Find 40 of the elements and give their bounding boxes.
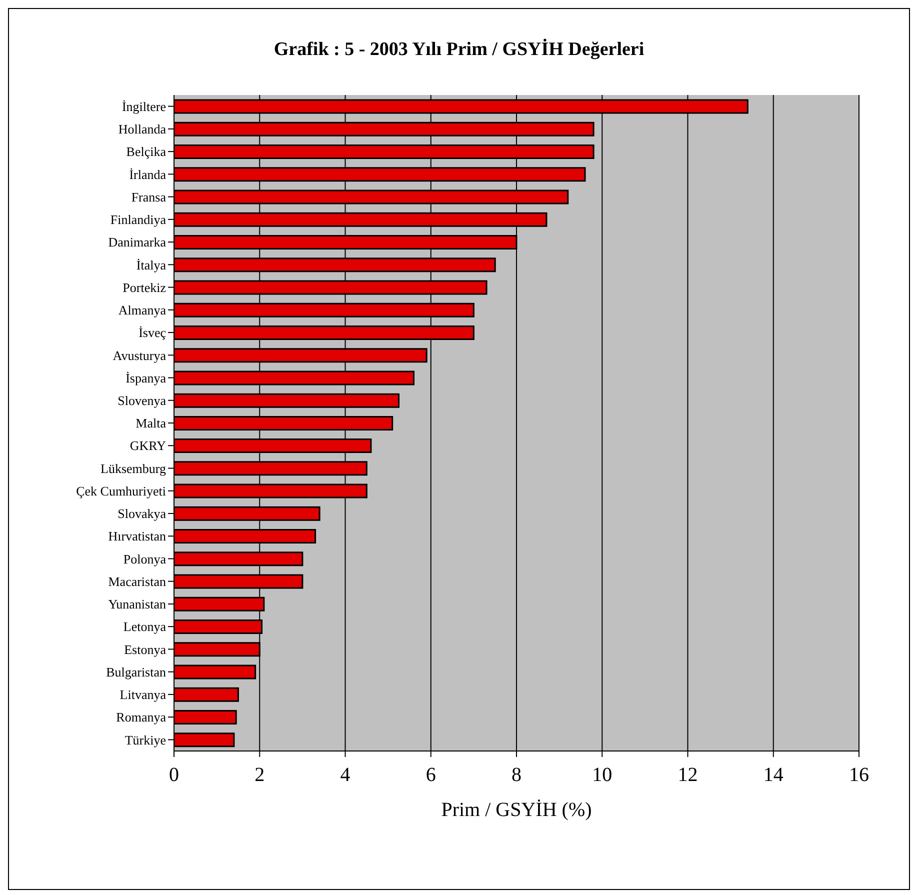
x-tick-label: 10 <box>592 764 612 786</box>
y-tick-label: İtalya <box>136 257 166 272</box>
y-tick-label: İrlanda <box>129 166 166 182</box>
y-tick-label: Belçika <box>126 144 166 160</box>
x-tick-label: 0 <box>169 764 179 786</box>
x-tick-label: 8 <box>512 764 522 786</box>
x-tick-label: 4 <box>340 764 350 786</box>
y-tick-label: Litvanya <box>120 687 166 702</box>
y-tick-label: Fransa <box>131 189 166 204</box>
y-tick-label: Hollanda <box>118 122 166 137</box>
chart-title: Grafik : 5 - 2003 Yılı Prim / GSYİH Değerleri <box>272 39 646 61</box>
y-tick-label: Macaristan <box>108 574 166 589</box>
y-tick-label: Romanya <box>116 710 166 725</box>
x-tick-label: 6 <box>426 764 436 786</box>
y-tick-label: Slovakya <box>118 506 166 522</box>
y-tick-label: Lüksemburg <box>100 460 166 476</box>
y-tick-label: Türkiye <box>124 732 166 748</box>
y-tick-label: Finlandiya <box>110 212 166 228</box>
x-tick-label: 14 <box>763 764 784 786</box>
x-tick-label: 2 <box>254 764 265 786</box>
y-tick-label: İspanya <box>126 370 166 386</box>
y-tick-label: Yunanistan <box>108 596 166 612</box>
y-tick-label: Hırvatistan <box>108 528 166 544</box>
y-tick-label: Malta <box>136 416 166 431</box>
y-tick-label: İsveç <box>138 325 166 340</box>
y-tick-label: Avusturya <box>112 348 166 363</box>
y-tick-label: Bulgaristan <box>106 664 166 680</box>
y-tick-label: Slovenya <box>118 392 166 408</box>
y-tick-label: Portekiz <box>122 280 166 295</box>
y-tick-label: GKRY <box>130 438 167 454</box>
x-axis-title: Prim / GSYİH (%) <box>441 799 592 821</box>
y-tick-label: Letonya <box>123 619 166 634</box>
y-tick-label: Çek Cumhuriyeti <box>76 483 166 498</box>
x-tick-label: 16 <box>849 764 869 786</box>
y-tick-label: İngiltere <box>122 98 166 114</box>
y-tick-label: Polonya <box>123 551 166 566</box>
y-tick-label: Almanya <box>118 302 166 318</box>
y-tick-label: Danimarka <box>108 234 166 250</box>
y-tick-label: Estonya <box>124 642 166 657</box>
x-tick-label: 12 <box>678 764 698 786</box>
